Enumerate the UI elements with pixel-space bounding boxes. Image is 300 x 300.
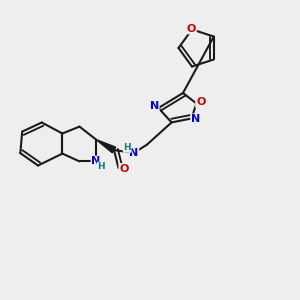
Text: O: O (119, 164, 129, 174)
Text: O: O (196, 97, 206, 107)
Polygon shape (96, 140, 116, 153)
Text: O: O (187, 24, 196, 34)
Text: H: H (98, 162, 105, 171)
Text: N: N (150, 101, 159, 111)
Text: N: N (92, 156, 100, 167)
Text: N: N (129, 148, 138, 158)
Text: N: N (191, 114, 200, 124)
Text: H: H (123, 143, 131, 152)
